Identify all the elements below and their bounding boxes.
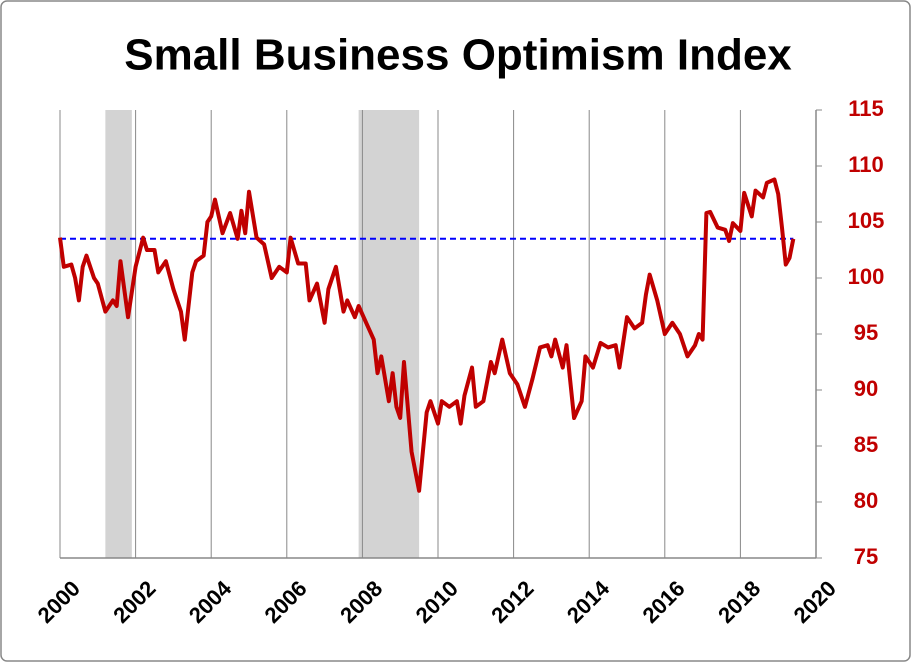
y-tick-label: 105: [848, 208, 885, 233]
y-tick-label: 100: [848, 264, 885, 289]
chart-title: Small Business Optimism Index: [124, 31, 792, 80]
y-tick-label: 75: [854, 544, 878, 569]
y-tick-label: 90: [854, 376, 878, 401]
recession-band: [358, 110, 420, 558]
y-tick-label: 115: [848, 96, 884, 121]
y-tick-label: 80: [854, 488, 878, 513]
series-line: [58, 177, 796, 493]
y-tick-label: 95: [854, 320, 878, 345]
y-tick-label: 110: [848, 152, 884, 177]
y-tick-label: 85: [854, 432, 878, 457]
recession-band: [105, 110, 132, 558]
